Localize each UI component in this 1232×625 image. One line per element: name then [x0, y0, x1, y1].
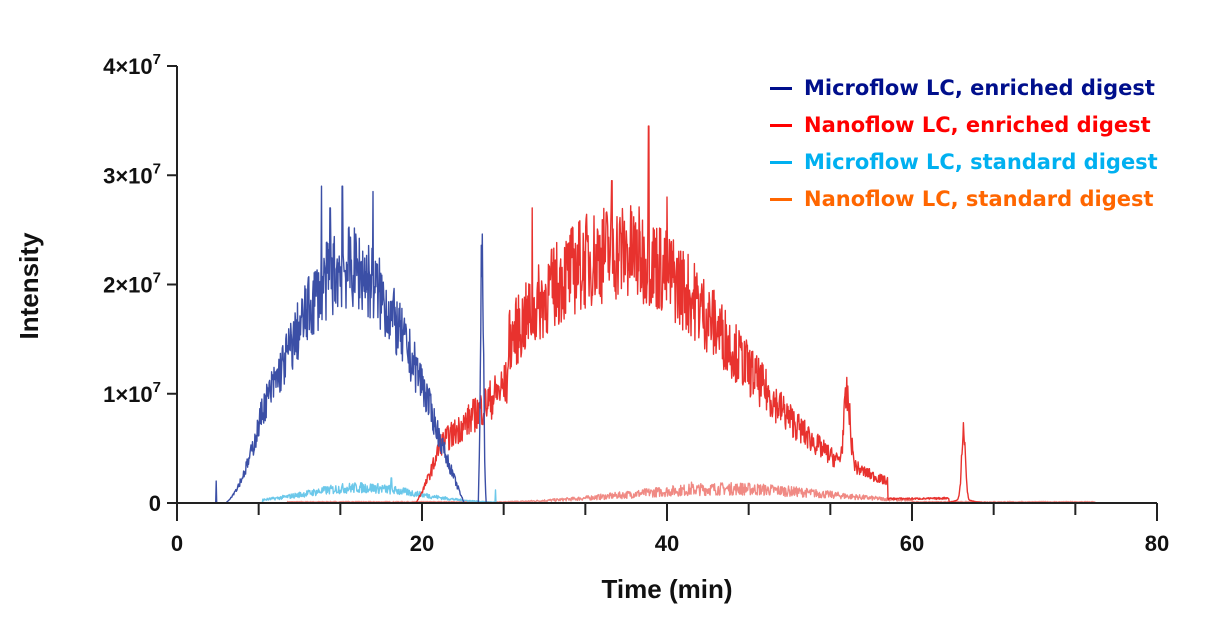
y-tick-base: 1×10 — [103, 382, 153, 407]
x-ticks: 0 20 40 60 80 — [171, 503, 1169, 556]
legend-swatch — [770, 161, 792, 164]
series-line-3 — [286, 481, 1096, 504]
axes-layer — [167, 66, 1157, 517]
legend-item-nanoflow-enriched: Nanoflow LC, enriched digest — [770, 107, 1158, 144]
legend-swatch — [770, 87, 792, 90]
x-tick-label: 0 — [171, 531, 183, 556]
legend-label: Nanoflow LC, standard digest — [804, 187, 1154, 211]
legend-item-nanoflow-standard: Nanoflow LC, standard digest — [770, 181, 1158, 218]
series-line-1 — [287, 125, 1096, 504]
y-tick-label: 4×107 — [103, 51, 161, 79]
y-tick-label: 1×107 — [103, 379, 161, 407]
y-tick-exponent: 7 — [153, 379, 161, 396]
y-tick-label: 2×107 — [103, 270, 161, 298]
legend-label: Microflow LC, standard digest — [804, 150, 1158, 174]
series-line-2 — [176, 477, 508, 504]
legend-label: Microflow LC, enriched digest — [804, 76, 1155, 100]
x-tick-label: 80 — [1145, 531, 1169, 556]
legend-item-microflow-standard: Microflow LC, standard digest — [770, 144, 1158, 181]
y-axis-title: Intensity — [14, 232, 44, 339]
legend-label: Nanoflow LC, enriched digest — [804, 113, 1151, 137]
x-tick-label: 20 — [410, 531, 434, 556]
x-tick-label: 60 — [900, 531, 924, 556]
y-tick-label: 3×107 — [103, 160, 161, 188]
legend-swatch — [770, 198, 792, 201]
series-line-0 — [176, 185, 545, 504]
legend: Microflow LC, enriched digest Nanoflow L… — [770, 70, 1158, 218]
y-tick-base: 0 — [149, 491, 161, 516]
x-axis-title: Time (min) — [602, 574, 733, 604]
y-tick-exponent: 7 — [153, 160, 161, 177]
y-tick-exponent: 7 — [153, 270, 161, 287]
legend-item-microflow-enriched: Microflow LC, enriched digest — [770, 70, 1158, 107]
legend-swatch — [770, 124, 792, 127]
y-tick-exponent: 7 — [153, 51, 161, 68]
x-tick-label: 40 — [655, 531, 679, 556]
y-tick-base: 3×10 — [103, 163, 153, 188]
y-tick-base: 2×10 — [103, 273, 153, 298]
y-tick-label: 0 — [149, 491, 161, 516]
y-tick-base: 4×10 — [103, 54, 153, 79]
